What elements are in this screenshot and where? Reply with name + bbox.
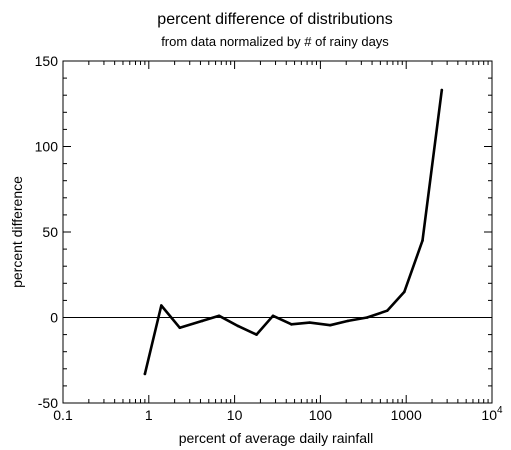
data-point xyxy=(346,319,350,323)
data-point xyxy=(143,372,147,376)
x-tick-label: 0.1 xyxy=(53,407,73,423)
chart-title: percent difference of distributions xyxy=(157,11,392,28)
data-point xyxy=(271,314,275,318)
y-axis-label: percent difference xyxy=(9,176,25,288)
x-tick-label: 1 xyxy=(145,407,153,423)
data-point xyxy=(328,323,332,327)
x-tick-label: 10 xyxy=(227,407,243,423)
plot-frame xyxy=(62,60,493,404)
data-point xyxy=(290,323,293,326)
x-axis-label: percent of average daily rainfall xyxy=(179,430,374,446)
data-point xyxy=(421,239,424,242)
x-tick-label: 1000 xyxy=(391,407,422,423)
y-tick-label: 50 xyxy=(42,224,58,240)
data-point xyxy=(440,88,444,92)
data-point xyxy=(236,324,240,328)
chart-subtitle: from data normalized by # of rainy days xyxy=(161,34,389,49)
x-tick-label: 104 xyxy=(481,405,503,423)
y-tick-label: 0 xyxy=(50,310,58,326)
plot-area: 0.1 1 10 100 1000 104 -50 0 50 100 150 xyxy=(35,53,503,423)
data-point xyxy=(385,309,389,312)
y-tick-label: 100 xyxy=(35,139,59,155)
data-point xyxy=(365,316,369,319)
data-point xyxy=(217,314,221,318)
data-point xyxy=(255,333,258,336)
data-point xyxy=(308,321,311,324)
data-point xyxy=(178,326,182,330)
y-tick-label: -50 xyxy=(38,395,58,411)
x-tick-label: 100 xyxy=(309,407,333,423)
data-point xyxy=(200,319,204,323)
data-point xyxy=(160,304,163,307)
data-point xyxy=(402,290,406,294)
y-tick-label: 150 xyxy=(35,53,59,69)
data-series-line xyxy=(143,88,444,376)
